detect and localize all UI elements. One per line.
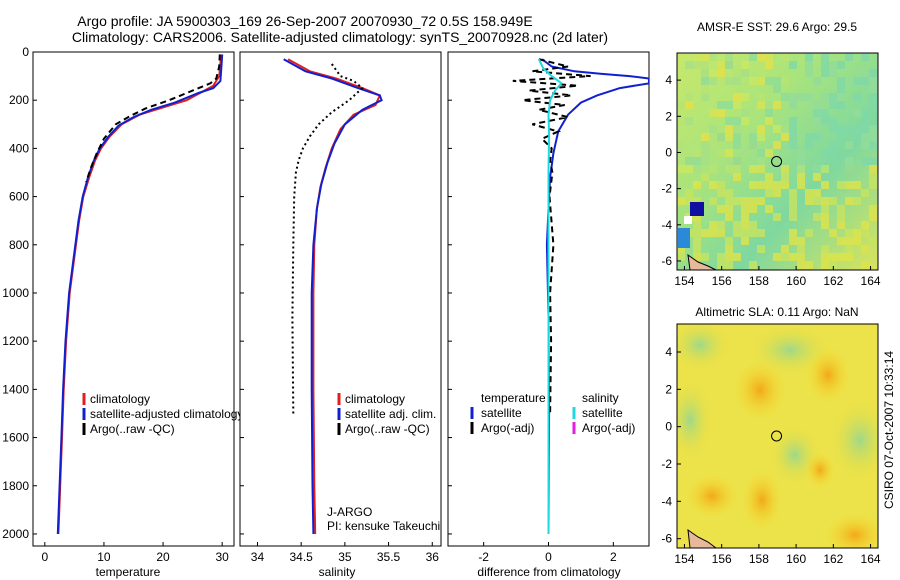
difference-xtick-label: 0 <box>545 550 552 564</box>
sla-map-xtick-label: 156 <box>712 552 732 566</box>
temperature-panel: 0 10 20 30 0 200 400 600 800 1000 1200 1400 1600 1800… <box>2 45 243 579</box>
salinity-xtick-label: 35 <box>338 550 352 564</box>
temperature-ytick-label: 1800 <box>2 479 29 493</box>
salinity-xtick-label: 35.5 <box>377 550 401 564</box>
difference-legend-header-sal: salinity <box>582 391 619 405</box>
difference-legend: temperature salinity satellite Argo(-adj… <box>470 391 635 435</box>
salinity-xtick-label: 34.5 <box>289 550 313 564</box>
temperature-xlabel: temperature <box>96 565 161 579</box>
sst-argo-marker <box>771 156 783 167</box>
sla-argo-marker <box>771 430 783 442</box>
salinity-xlabel: salinity <box>319 565 356 579</box>
difference-series-temperature-satellite <box>541 58 649 535</box>
difference-legend-sal-sat: satellite <box>582 406 623 420</box>
sst-map-ytick-label: 0 <box>665 145 672 159</box>
sst-map-xtick-label: 164 <box>861 274 881 288</box>
salinity-legend-clim: climatology <box>345 392 405 406</box>
temperature-ytick-label: 1000 <box>2 286 29 300</box>
sst-map-ytick-label: -6 <box>661 254 672 268</box>
sst-map-xtick-label: 160 <box>786 274 806 288</box>
figure-title-line2: Climatology: CARS2006. Satellite-adjuste… <box>72 29 608 45</box>
sst-map-xtick-label: 156 <box>712 274 732 288</box>
temperature-ytick-label: 1600 <box>2 431 29 445</box>
difference-xlabel: difference from climatology <box>477 565 620 579</box>
difference-series-salinity-satellite <box>537 58 563 534</box>
sla-map-xtick-label: 160 <box>786 552 806 566</box>
side-stamp: CSIRO 07-Oct-2007 10:33:14 <box>882 351 896 509</box>
sst-map-xtick-label: 154 <box>674 274 694 288</box>
salinity-panel: 34 34.5 35 35.5 36 salinity climatology sate… <box>239 51 442 579</box>
difference-xtick-label: 2 <box>610 550 617 564</box>
temperature-xtick-label: 30 <box>215 550 229 564</box>
temperature-ytick-label: 400 <box>9 141 29 155</box>
difference-panel: -2 0 2 difference from climatology tempera… <box>447 51 650 579</box>
temperature-legend-argo: Argo(..raw -QC) <box>90 422 175 436</box>
sla-map-ytick-label: -4 <box>661 494 672 508</box>
sla-map-xtick-label: 164 <box>861 552 881 566</box>
temperature-ytick-label: 800 <box>9 238 29 252</box>
temperature-ytick-label: 0 <box>22 45 29 59</box>
temperature-legend-sat: satellite-adjusted climatology <box>90 407 243 421</box>
salinity-legend-sat: satellite adj. clim. <box>345 407 436 421</box>
sla-map-title: Altimetric SLA: 0.11 Argo: NaN <box>695 305 858 319</box>
sst-map-ytick-label: -2 <box>661 182 672 196</box>
sla-map-ytick-label: 2 <box>665 382 672 396</box>
sla-map-xtick-label: 162 <box>823 552 843 566</box>
salinity-series-satellite-adj-clim- <box>283 58 383 535</box>
salinity-legend: climatology satellite adj. clim. Argo(..… <box>337 392 436 436</box>
temperature-legend-clim: climatology <box>90 392 150 406</box>
difference-legend-temp-sat: satellite <box>481 406 522 420</box>
sla-map-xtick-label: 154 <box>674 552 694 566</box>
temperature-ytick-label: 1400 <box>2 382 29 396</box>
sla-map-ytick-label: 0 <box>665 420 672 434</box>
figure-title-line1: Argo profile: JA 5900303_169 26-Sep-2007… <box>77 13 532 29</box>
temperature-ytick-label: 2000 <box>2 527 29 541</box>
sst-map-xtick-label: 162 <box>823 274 843 288</box>
sla-map-xtick-label: 158 <box>749 552 769 566</box>
salinity-legend-argo: Argo(..raw -QC) <box>345 422 430 436</box>
salinity-annotation-program: J-ARGO <box>327 505 372 519</box>
temperature-series-argo-raw-qc- <box>85 54 221 183</box>
sla-map-ytick-label: -6 <box>661 532 672 546</box>
sla-map-ytick-label: -2 <box>661 457 672 471</box>
salinity-annotation-pi: PI: kensuke Takeuchi <box>327 519 440 533</box>
salinity-xtick-label: 36 <box>426 550 440 564</box>
temperature-legend: climatology satellite-adjusted climatolo… <box>82 392 243 436</box>
temperature-xtick-label: 0 <box>41 550 48 564</box>
salinity-series-argo-raw-qc- <box>291 63 364 414</box>
difference-legend-header-temp: temperature <box>481 391 546 405</box>
difference-legend-temp-argo: Argo(-adj) <box>481 421 534 435</box>
temperature-ytick-label: 1200 <box>2 334 29 348</box>
difference-legend-sal-argo: Argo(-adj) <box>582 421 635 435</box>
sst-map-xtick-label: 158 <box>749 274 769 288</box>
temperature-ytick-label: 600 <box>9 190 29 204</box>
difference-xtick-label: -2 <box>478 550 489 564</box>
temperature-xtick-label: 20 <box>156 550 170 564</box>
sst-map-ytick-label: 2 <box>665 109 672 123</box>
salinity-xtick-label: 34 <box>251 550 265 564</box>
sst-map: AMSR-E SST: 29.6 Argo: 29.5 154 156 158 160… <box>661 20 881 288</box>
sst-map-ytick-label: -4 <box>661 218 672 232</box>
sst-map-title: AMSR-E SST: 29.6 Argo: 29.5 <box>697 20 857 34</box>
temperature-ytick-label: 200 <box>9 93 29 107</box>
temperature-xtick-label: 10 <box>97 550 111 564</box>
sla-map: Altimetric SLA: 0.11 Argo: NaN 154 156 158… <box>661 305 881 566</box>
sla-map-ytick-label: 4 <box>665 345 672 359</box>
sst-map-ytick-label: 4 <box>665 73 672 87</box>
